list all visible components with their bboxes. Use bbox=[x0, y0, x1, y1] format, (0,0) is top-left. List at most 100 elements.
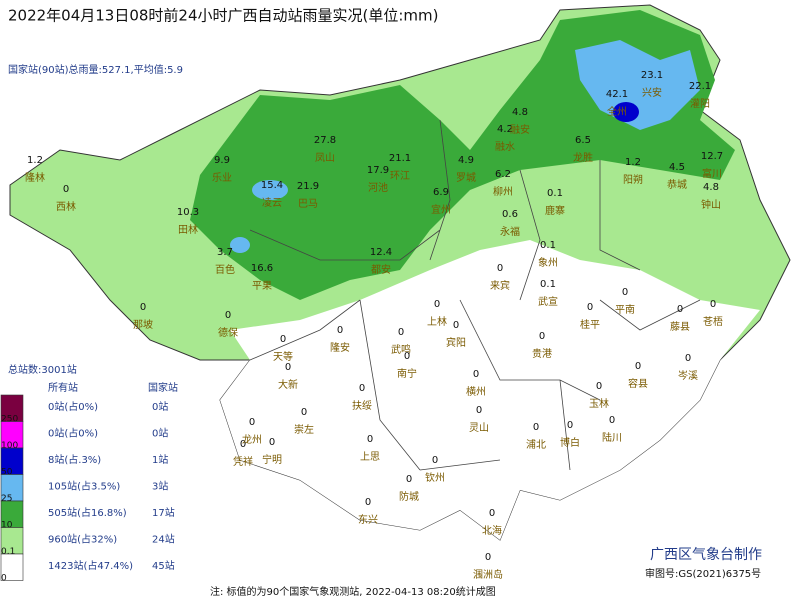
station-name: 武宣 bbox=[538, 295, 558, 308]
station-name: 北海 bbox=[482, 524, 502, 537]
station-value: 0 bbox=[140, 302, 146, 313]
station-value: 0 bbox=[404, 351, 410, 362]
legend-threshold: 250 bbox=[1, 415, 18, 425]
station-name: 巴马 bbox=[298, 198, 318, 210]
station-value: 0 bbox=[432, 455, 438, 466]
station-value: 9.9 bbox=[214, 155, 230, 166]
station-name: 柳州 bbox=[493, 185, 513, 198]
station-value: 0 bbox=[269, 437, 275, 448]
station-name: 都安 bbox=[371, 263, 391, 276]
station-value: 42.1 bbox=[606, 89, 628, 100]
station-value: 0.1 bbox=[540, 240, 556, 251]
station-value: 15.4 bbox=[261, 180, 283, 191]
station-value: 0 bbox=[677, 304, 683, 315]
station-value: 0 bbox=[473, 369, 479, 380]
legend-national: 17站 bbox=[152, 506, 175, 519]
station-value: 0 bbox=[567, 420, 573, 431]
legend-all: 8站(占.3%) bbox=[48, 453, 101, 466]
station-name: 钟山 bbox=[701, 198, 721, 211]
legend-national: 3站 bbox=[152, 480, 168, 493]
legend-threshold: 50 bbox=[1, 468, 13, 478]
station-value: 0 bbox=[365, 497, 371, 508]
station-name: 大新 bbox=[278, 378, 298, 391]
station-name: 龙胜 bbox=[573, 151, 593, 164]
station-name: 上林 bbox=[427, 315, 447, 328]
station-name: 鹿寨 bbox=[545, 204, 565, 217]
station-value: 21.9 bbox=[297, 181, 319, 192]
station-value: 0 bbox=[476, 405, 482, 416]
station-value: 0.1 bbox=[540, 279, 556, 290]
station-name: 灵山 bbox=[469, 422, 489, 434]
station-name: 罗城 bbox=[456, 172, 476, 184]
station-name: 那坡 bbox=[133, 318, 153, 331]
legend-all: 105站(占3.5%) bbox=[48, 480, 120, 493]
station-name: 凭祥 bbox=[233, 455, 253, 468]
legend-national: 45站 bbox=[152, 559, 175, 572]
station-value: 0 bbox=[367, 434, 373, 445]
station-name: 象州 bbox=[538, 257, 558, 269]
heavy-area bbox=[230, 237, 250, 253]
legend-header: 国家站 bbox=[148, 381, 178, 394]
station-name: 德保 bbox=[218, 326, 238, 339]
legend-swatch bbox=[0, 553, 24, 581]
station-value: 0 bbox=[63, 184, 69, 195]
station-value: 27.8 bbox=[314, 135, 336, 146]
station-name: 横州 bbox=[466, 385, 486, 398]
station-value: 4.8 bbox=[703, 182, 719, 193]
legend-national: 0站 bbox=[152, 427, 168, 440]
station-name: 兴安 bbox=[642, 86, 662, 99]
station-value: 0 bbox=[635, 361, 641, 372]
legend-all: 505站(占16.8%) bbox=[48, 506, 127, 519]
station-name: 隆林 bbox=[25, 171, 45, 184]
station-name: 宁明 bbox=[262, 453, 282, 466]
station-name: 河池 bbox=[368, 181, 388, 194]
station-value: 1.2 bbox=[625, 157, 641, 168]
station-name: 防城 bbox=[399, 490, 419, 503]
station-value: 0 bbox=[596, 381, 602, 392]
station-value: 0 bbox=[240, 439, 246, 450]
legend-threshold: 0 bbox=[1, 574, 7, 584]
station-value: 0 bbox=[497, 263, 503, 274]
station-name: 涠洲岛 bbox=[473, 568, 503, 581]
legend-all: 0站(占0%) bbox=[48, 400, 98, 413]
station-value: 4.2 bbox=[497, 124, 513, 135]
station-name: 凌云 bbox=[262, 196, 282, 209]
station-value: 0 bbox=[685, 353, 691, 364]
stations: 1.2 隆林 0 西林 9.9 乐业 27.8 凤山 21.1 环江 4.9 罗城 4.2 融水 4.8 融安… bbox=[25, 70, 723, 581]
legend-all: 1423站(占47.4%) bbox=[48, 559, 133, 572]
station-name: 上思 bbox=[360, 451, 380, 463]
station-value: 0 bbox=[249, 417, 255, 428]
station-value: 0 bbox=[280, 334, 286, 345]
station-name: 龙州 bbox=[242, 433, 262, 446]
station-name: 宜州 bbox=[431, 203, 451, 216]
station-value: 0 bbox=[434, 299, 440, 310]
station-value: 1.2 bbox=[27, 155, 43, 166]
summary: 国家站(90站)总雨量:527.1,平均值:5.9 bbox=[8, 63, 183, 76]
station-name: 扶绥 bbox=[352, 399, 372, 412]
station-value: 4.9 bbox=[458, 155, 474, 166]
legend-national: 0站 bbox=[152, 400, 168, 413]
station-value: 21.1 bbox=[389, 153, 411, 164]
title: 2022年04月13日08时前24小时广西自动站雨量实况(单位:mm) bbox=[8, 7, 439, 25]
station-name: 阳朔 bbox=[623, 173, 643, 186]
station-name: 平南 bbox=[615, 303, 635, 316]
city-borders bbox=[249, 119, 701, 471]
station-value: 0 bbox=[453, 320, 459, 331]
station-value: 4.8 bbox=[512, 107, 528, 118]
station-value: 6.5 bbox=[575, 135, 591, 146]
station-name: 苍梧 bbox=[703, 315, 723, 328]
station-name: 容县 bbox=[628, 377, 648, 390]
legend-header: 所有站 bbox=[48, 381, 78, 394]
station-value: 0 bbox=[485, 552, 491, 563]
station-name: 博白 bbox=[560, 436, 580, 449]
station-value: 4.5 bbox=[669, 162, 685, 173]
station-value: 17.9 bbox=[367, 165, 389, 176]
station-name: 陆川 bbox=[602, 431, 622, 444]
heavy-area bbox=[575, 40, 700, 130]
station-value: 6.9 bbox=[433, 187, 449, 198]
station-name: 环江 bbox=[390, 170, 410, 182]
legend-all: 0站(占0%) bbox=[48, 427, 98, 440]
station-value: 22.1 bbox=[689, 81, 711, 92]
station-value: 0 bbox=[609, 415, 615, 426]
